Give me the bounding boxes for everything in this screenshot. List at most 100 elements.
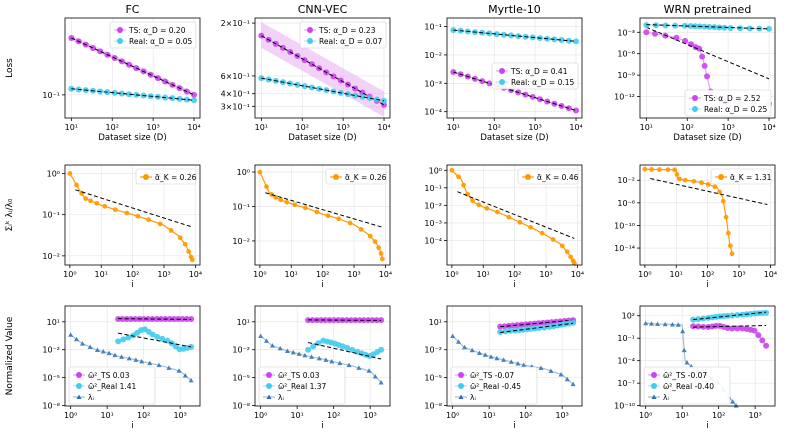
marker-kernel (539, 230, 545, 236)
marker-ts (536, 96, 543, 103)
x-tick-label: 10⁴ (571, 270, 584, 279)
x-tick-label: 10³ (336, 123, 349, 132)
marker-ts (734, 325, 741, 332)
marker-real (508, 32, 515, 39)
x-tick-label: 10⁴ (189, 270, 202, 279)
x-tick-label: 10¹ (285, 270, 298, 279)
x-tick-label: 10² (106, 123, 119, 132)
x-tick-label: 10¹ (640, 123, 653, 132)
legend-marker (266, 383, 272, 389)
marker-real (111, 89, 118, 96)
legend-box (68, 366, 156, 405)
x-tick-label: 10¹ (670, 270, 683, 279)
panel-fc-kernel: 10⁰ 10¹ 10² 10³ 10⁴ 10⁻² 10⁻¹ 10⁰ i α̃_K = 0.26 (42, 164, 202, 290)
legend-label: TS: α_D = 0.20 (128, 26, 186, 35)
marker-kernel (124, 210, 130, 216)
marker-ts (369, 317, 376, 324)
marker-real (378, 346, 385, 353)
marker-lambda (290, 349, 296, 355)
fit-line (650, 178, 768, 206)
x-tick-label: 10⁴ (377, 123, 390, 132)
fit-line (457, 191, 575, 239)
marker-kernel (88, 198, 93, 204)
marker-real (310, 343, 317, 350)
legend-label: Real: α_D = 0.15 (511, 78, 575, 87)
marker-real (701, 23, 708, 30)
marker-ts (301, 57, 308, 64)
x-tick-label: 10¹ (95, 270, 108, 279)
legend-marker (307, 38, 313, 44)
y-tick-label: 10⁻³ (424, 219, 442, 228)
panel-wrn-norm: 10⁰ 10¹ 10² 10³ 10⁻¹⁰ 10⁻⁷ 10⁻⁴ 10⁻¹ 10² i ω̃²_TS … (614, 305, 776, 431)
y-tick-label: 4×10⁻¹ (221, 90, 250, 99)
y-tick-label: 10⁻² (424, 201, 442, 210)
marker-kernel (378, 251, 384, 256)
fit-line (308, 319, 382, 321)
marker-kernel (571, 260, 577, 266)
legend-label: TS: α_D = 0.41 (510, 67, 568, 76)
panel-cnn-norm: 10⁰ 10¹ 10² 10³ 10⁻⁸ 10⁻⁵ 10⁻² 10¹ i ω̃²_TS 0.03 ω… (232, 305, 391, 431)
x-tick-label: 10² (327, 411, 340, 420)
x-axis-label: i (513, 280, 515, 290)
fit-line (118, 332, 192, 348)
marker-ts (145, 316, 152, 323)
marker-real (294, 81, 301, 88)
series-line-kernel (69, 173, 193, 261)
x-axis-label: i (131, 280, 133, 290)
x-tick-label: 10⁰ (63, 270, 76, 279)
fit-line (71, 88, 195, 101)
marker-real (120, 336, 127, 343)
marker-kernel (720, 198, 726, 204)
x-tick-label: 10² (681, 123, 694, 132)
x-tick-label: 10³ (732, 270, 745, 279)
marker-ts (763, 342, 770, 349)
legend-marker (651, 372, 657, 378)
x-tick-label: 10¹ (477, 270, 490, 279)
marker-lambda (558, 371, 564, 377)
marker-kernel (506, 214, 512, 220)
x-tick-label: 10⁴ (569, 123, 582, 132)
fit-line (646, 26, 770, 80)
legend-box (450, 366, 538, 405)
y-tick-label: 10⁻¹ (42, 211, 60, 220)
marker-kernel (528, 224, 533, 230)
fit-line (646, 24, 770, 30)
legend-marker (458, 394, 464, 399)
marker-lambda (488, 354, 494, 359)
fit-line (71, 37, 195, 96)
marker-lambda (684, 359, 690, 365)
marker-real (687, 22, 694, 29)
marker-ts (673, 34, 680, 41)
marker-kernel (83, 196, 89, 201)
marker-kernel (642, 166, 648, 172)
legend-box (258, 366, 346, 405)
marker-ts (166, 316, 173, 323)
marker-lambda (182, 373, 188, 378)
legend-marker (117, 27, 123, 33)
x-tick-label: 10² (137, 411, 150, 420)
marker-kernel (314, 209, 320, 215)
column-title: CNN-VEC (298, 3, 348, 16)
marker-lambda (309, 354, 315, 359)
legend-label: λᵢ (663, 393, 669, 402)
marker-lambda (521, 362, 527, 368)
marker-lambda (126, 355, 132, 361)
y-tick-label: 10⁻¹⁰ (614, 221, 635, 230)
y-tick-label: 10⁻² (617, 176, 635, 185)
x-tick-label: 10³ (347, 270, 360, 279)
marker-ts (128, 316, 135, 323)
x-tick-label: 10³ (721, 123, 734, 132)
marker-kernel (379, 256, 385, 262)
legend-label: λᵢ (88, 393, 94, 402)
marker-ts (140, 316, 147, 323)
fit-line (693, 311, 767, 321)
marker-kernel (278, 197, 283, 203)
marker-kernel (727, 243, 733, 249)
legend-label: Real: α_D = 0.07 (319, 37, 383, 46)
marker-lambda (302, 352, 308, 358)
x-tick-label: 10² (712, 411, 725, 420)
marker-kernel (568, 254, 574, 260)
x-tick-label: 10² (519, 411, 532, 420)
marker-real (681, 22, 688, 29)
marker-kernel (465, 191, 471, 197)
